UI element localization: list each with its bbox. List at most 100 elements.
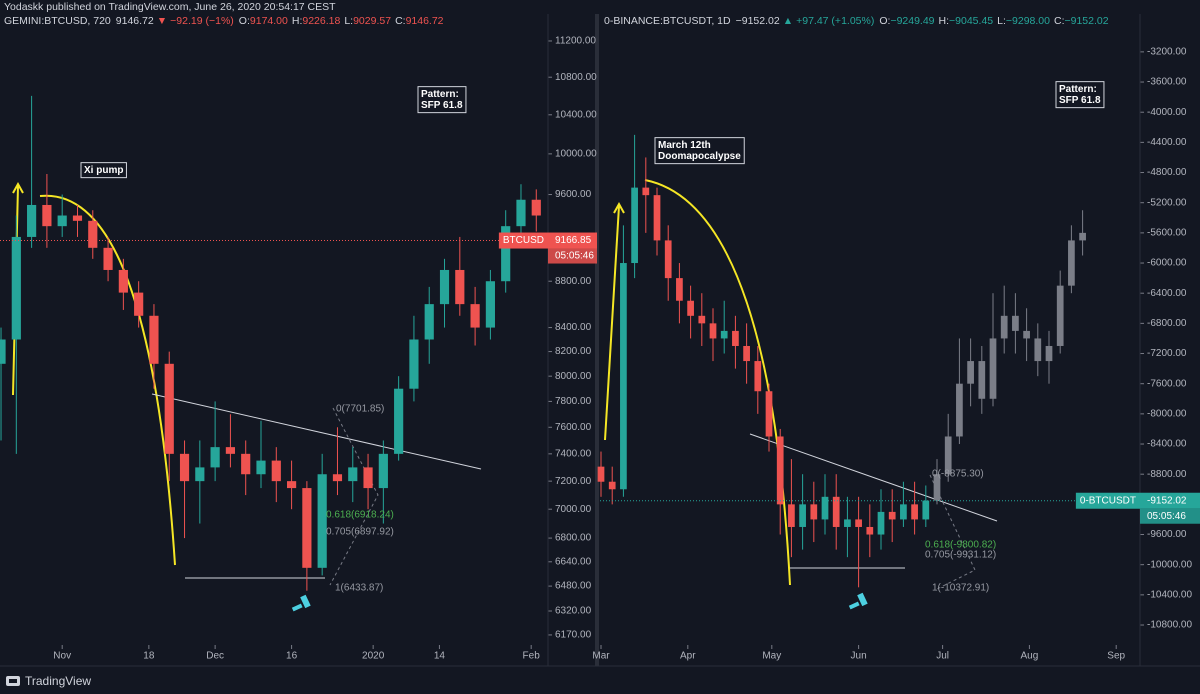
candle-body <box>664 240 672 279</box>
candle-body <box>27 204 37 237</box>
candle-body <box>11 236 21 340</box>
fib-label: 0.705(-9931.12) <box>925 550 996 561</box>
candle-body <box>776 436 784 505</box>
x-tick-label: Dec <box>206 651 224 662</box>
change: +97.47 (+1.05%) <box>796 15 874 27</box>
candle-body <box>810 504 818 520</box>
candle-body <box>866 526 874 535</box>
change: −92.19 (−1%) <box>170 15 234 27</box>
candle-body <box>1000 315 1008 339</box>
x-tick-label: 2020 <box>362 651 385 662</box>
annotation-box <box>80 162 127 179</box>
fib-connector <box>929 474 976 591</box>
x-tick-label: Apr <box>680 651 696 662</box>
countdown-box <box>1140 508 1200 524</box>
candle-body <box>195 467 205 482</box>
candle-body <box>597 466 605 482</box>
candle-body <box>179 453 190 482</box>
fib-label: 1(-10372.91) <box>932 583 989 594</box>
candle-body <box>698 315 706 324</box>
symbol: GEMINI:BTCUSD, 720 <box>4 15 111 27</box>
y-tick-label: -4800.00 <box>1147 167 1187 178</box>
fib-label: 1(6433.87) <box>335 583 383 594</box>
x-tick-label: Jun <box>851 651 867 662</box>
last-price-name: 0-BTCUSDT <box>1080 495 1136 506</box>
annotation-line: Doomapocalypse <box>658 151 741 162</box>
last-price: 9146.72 <box>116 15 154 27</box>
change-arrow: ▲ <box>783 15 793 27</box>
x-tick-label: 18 <box>143 651 155 662</box>
candle-body <box>732 330 739 346</box>
y-tick-label: -3200.00 <box>1147 47 1187 58</box>
arc <box>39 194 176 566</box>
candle-body <box>1012 315 1019 331</box>
candle-body <box>348 467 358 482</box>
fib-label: 0.618(-9800.82) <box>925 540 996 551</box>
annotation-line: Xi pump <box>84 165 123 176</box>
y-tick-label: -4400.00 <box>1147 137 1187 148</box>
symbol: 0-BINANCE:BTCUSDT, 1D <box>604 15 731 27</box>
y-tick-label: -5600.00 <box>1147 228 1187 239</box>
x-tick-label: Sep <box>1107 651 1125 662</box>
candle-body <box>1056 285 1064 346</box>
candle-body <box>241 453 251 475</box>
candle-body <box>210 447 220 468</box>
annotation-line: Pattern: <box>1059 84 1097 95</box>
annotation: Pattern: SFP 61.8 <box>421 89 463 111</box>
fib-label: 0.618(6918.24) <box>326 510 394 521</box>
x-tick-label: Aug <box>1021 651 1039 662</box>
y-tick-label: -7200.00 <box>1147 348 1187 359</box>
candle-body <box>88 220 98 248</box>
trendline <box>749 433 998 522</box>
annotation-line: SFP 61.8 <box>421 100 463 111</box>
candle-body <box>134 292 144 316</box>
last-price-name: BTCUSD <box>503 235 544 246</box>
ohlc-value: 9029.57 <box>353 15 391 27</box>
candle-body <box>531 199 541 216</box>
y-tick-label: 6170.00 <box>555 630 592 641</box>
candle-body <box>103 247 113 270</box>
candle-body <box>956 383 963 437</box>
ohlc-key: O: <box>239 15 250 27</box>
y-tick-label: 7400.00 <box>555 448 592 459</box>
annotation: March 12th Doomapocalypse <box>658 140 741 162</box>
candle-body <box>332 474 343 482</box>
y-tick-label: 7200.00 <box>555 476 592 487</box>
y-tick-label: 10400.00 <box>555 109 597 120</box>
candle-body <box>409 339 419 389</box>
candle-body <box>799 504 806 527</box>
y-tick-label: 10800.00 <box>555 72 597 83</box>
last-price-box <box>1140 492 1200 509</box>
ohlc-key: C: <box>395 15 406 27</box>
y-tick-label: -5200.00 <box>1147 197 1187 208</box>
y-tick-label: 6320.00 <box>555 606 592 617</box>
annotation-line: Pattern: <box>421 89 459 100</box>
y-tick-label: 8200.00 <box>555 346 592 357</box>
last-price-name-box <box>498 232 548 249</box>
countdown-box <box>548 248 597 264</box>
chart-header: 0-BINANCE:BTCUSDT, 1D −9152.02 ▲ +97.47 (+1… <box>604 15 1109 27</box>
candle-body <box>455 269 465 305</box>
candle-body <box>989 338 997 399</box>
ohlc-value: −9045.45 <box>949 15 993 27</box>
candle-body <box>0 339 6 364</box>
y-tick-label: -6400.00 <box>1147 288 1187 299</box>
fib-connector <box>329 407 379 586</box>
x-tick-label: Nov <box>53 651 71 662</box>
candle-body <box>1023 330 1030 339</box>
y-tick-label: 8400.00 <box>555 322 592 333</box>
candle-body <box>944 436 952 475</box>
y-tick-label: -3600.00 <box>1147 77 1187 88</box>
candle-body <box>516 199 526 227</box>
candle-body <box>378 453 388 489</box>
ohlc-value: −9298.00 <box>1006 15 1050 27</box>
last-price-name-box <box>1075 492 1140 509</box>
candle-body <box>788 504 795 527</box>
candle-body <box>164 363 174 454</box>
y-tick-label: -8000.00 <box>1147 408 1187 419</box>
candle-body <box>57 215 67 227</box>
candle-body <box>42 204 52 227</box>
x-tick-label: 14 <box>434 651 446 662</box>
